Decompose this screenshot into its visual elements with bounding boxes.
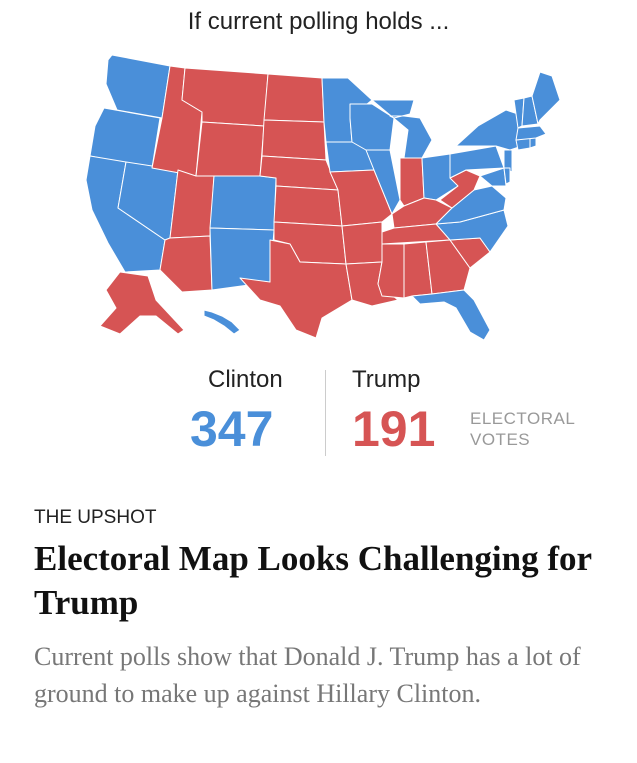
state-CO[interactable] [209,175,277,231]
article-headline[interactable]: Electoral Map Looks Challenging for Trum… [34,539,592,622]
section-kicker[interactable]: THE UPSHOT [34,507,157,528]
state-ND[interactable] [263,73,325,123]
state-IN[interactable] [399,157,425,207]
state-AK[interactable] [99,271,185,335]
state-RI[interactable] [529,137,537,149]
state-FL[interactable] [411,289,491,341]
state-MI[interactable] [371,99,433,159]
state-MS[interactable] [377,243,405,299]
tally-divider [325,370,326,456]
state-AR[interactable] [341,221,383,265]
state-ME[interactable] [531,71,561,125]
state-HI[interactable] [203,309,241,335]
state-PA[interactable] [449,145,505,179]
article-summary: Current polls show that Donald J. Trump … [34,642,581,708]
state-NY[interactable] [455,109,523,151]
state-OH[interactable] [421,153,459,201]
electoral-votes-label: ELECTORAL VOTES [470,408,575,450]
state-KS[interactable] [273,185,343,227]
state-WV[interactable] [439,169,481,209]
state-MD[interactable] [479,167,507,187]
clinton-name: Clinton [208,366,283,393]
us-map-svg [85,54,561,341]
trump-name: Trump [352,366,421,393]
electoral-label-line1: ELECTORAL [470,409,576,428]
state-VA[interactable] [435,185,507,225]
electoral-label-line2: VOTES [470,430,531,449]
state-SD[interactable] [261,119,327,161]
map-title: If current polling holds ... [187,8,450,35]
state-GA[interactable] [425,239,471,295]
state-TX[interactable] [239,239,353,339]
trump-votes: 191 [352,401,436,457]
clinton-votes: 347 [190,401,274,457]
state-AZ[interactable] [159,235,213,293]
state-UT[interactable] [169,169,215,239]
electoral-map[interactable] [0,40,637,360]
state-IL[interactable] [365,149,401,215]
state-DE[interactable] [503,167,511,185]
state-MA[interactable] [515,125,547,141]
electoral-tally: Clinton 347 Trump 191 ELECTORAL VOTES [0,366,637,466]
state-WA[interactable] [105,54,171,119]
state-WY[interactable] [195,121,265,177]
state-NJ[interactable] [503,149,513,173]
